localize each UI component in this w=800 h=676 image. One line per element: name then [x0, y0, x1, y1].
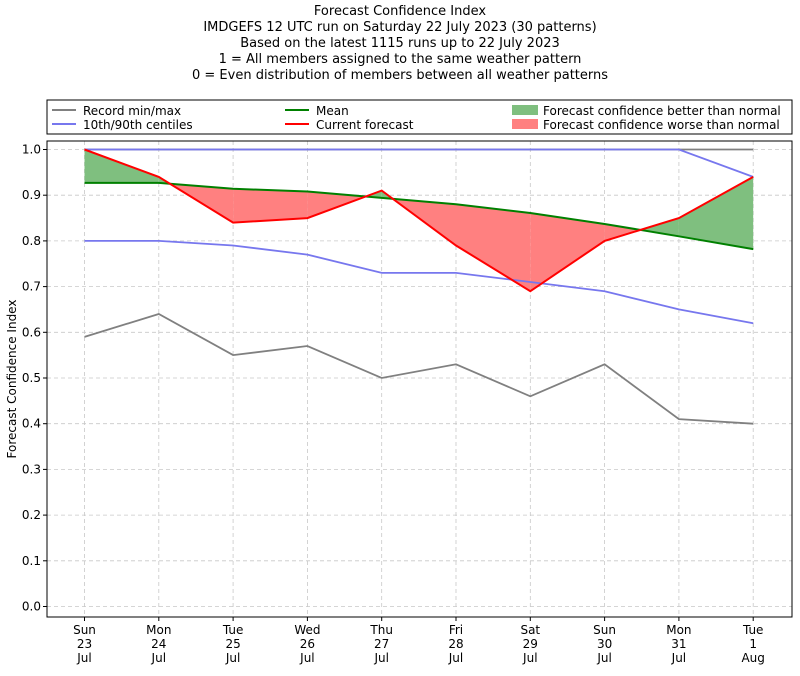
y-tick-label: 0.7 [22, 280, 41, 294]
x-tick-label: Jul [448, 651, 463, 665]
y-tick-label: 1.0 [22, 143, 41, 157]
x-tick-label: Mon [666, 623, 691, 637]
legend-label: Record min/max [83, 104, 181, 118]
x-tick-label: Jul [151, 651, 166, 665]
x-tick-label: Tue [222, 623, 244, 637]
x-tick-label: 25 [225, 637, 240, 651]
confidence-fill [84, 149, 754, 292]
x-tick-label: Wed [294, 623, 320, 637]
legend-label: Forecast confidence better than normal [543, 104, 781, 118]
x-tick-label: 24 [151, 637, 166, 651]
x-tick-label: Jul [299, 651, 314, 665]
y-tick-label: 0.1 [22, 554, 41, 568]
chart-title-block: Forecast Confidence Index IMDGEFS 12 UTC… [0, 4, 800, 84]
y-tick-label: 0.8 [22, 234, 41, 248]
chart-subtitle-run: IMDGEFS 12 UTC run on Saturday 22 July 2… [203, 20, 597, 35]
x-tick-label: Sun [593, 623, 616, 637]
y-tick-label: 0.6 [22, 325, 41, 339]
x-tick-label: Jul [373, 651, 388, 665]
fill-better-than-normal [84, 149, 159, 183]
fill-worse-than-normal [456, 204, 531, 292]
fill-worse-than-normal [604, 224, 641, 241]
x-tick-label: 31 [671, 637, 686, 651]
x-tick-label: Jul [596, 651, 611, 665]
axes: 0.00.10.20.30.40.50.60.70.80.91.0Sun23Ju… [22, 140, 793, 665]
x-tick-label: 29 [523, 637, 538, 651]
x-tick-label: Jul [225, 651, 240, 665]
x-tick-label: 26 [300, 637, 315, 651]
legend-label: Current forecast [316, 118, 414, 132]
legend-box [46, 99, 793, 135]
x-tick-label: Thu [369, 623, 393, 637]
x-tick-label: Mon [146, 623, 171, 637]
legend-swatch-patch [512, 105, 538, 115]
legend-label: Forecast confidence worse than normal [543, 118, 780, 132]
chart-subtitle-scale-bottom: 0 = Even distribution of members between… [191, 68, 609, 83]
series-line-record-min [84, 313, 754, 425]
fill-worse-than-normal [307, 191, 366, 219]
plot-frame [46, 140, 793, 618]
chart-subtitle-scale-top: 1 = All members assigned to the same wea… [218, 52, 582, 67]
legend-label: 10th/90th centiles [83, 118, 193, 132]
x-tick-label: Tue [742, 623, 764, 637]
x-tick-label: 30 [597, 637, 612, 651]
x-tick-label: 23 [77, 637, 92, 651]
chart-subtitle-runs: Based on the latest 1115 runs up to 22 J… [240, 36, 560, 51]
series-lines [84, 148, 754, 425]
x-tick-label: Fri [449, 623, 463, 637]
fill-better-than-normal [640, 218, 679, 237]
y-tick-label: 0.2 [22, 508, 41, 522]
y-tick-label: 0.5 [22, 371, 41, 385]
series-line-current-forecast [84, 148, 754, 293]
series-line-10th-centile [84, 240, 754, 325]
y-tick-label: 0.9 [22, 188, 41, 202]
fill-worse-than-normal [233, 188, 308, 223]
y-tick-label: 0.0 [22, 600, 41, 614]
x-tick-label: Jul [522, 651, 537, 665]
x-tick-label: 27 [374, 637, 389, 651]
x-tick-label: Jul [76, 651, 91, 665]
fill-worse-than-normal [530, 213, 605, 292]
x-tick-label: Jul [671, 651, 686, 665]
legend-label: Mean [316, 104, 349, 118]
series-line-90th-centile [84, 148, 754, 178]
fill-better-than-normal [678, 176, 754, 250]
x-tick-label: Aug [741, 651, 764, 665]
x-tick-label: 28 [448, 637, 463, 651]
x-tick-label: 1 [749, 637, 757, 651]
x-tick-label: Sun [73, 623, 96, 637]
chart-title: Forecast Confidence Index [313, 4, 487, 19]
legend-swatch-patch [512, 119, 538, 129]
y-tick-label: 0.4 [22, 417, 41, 431]
y-axis-label: Forecast Confidence Index [5, 300, 19, 459]
y-tick-label: 0.3 [22, 462, 41, 476]
x-tick-label: Sat [520, 623, 540, 637]
